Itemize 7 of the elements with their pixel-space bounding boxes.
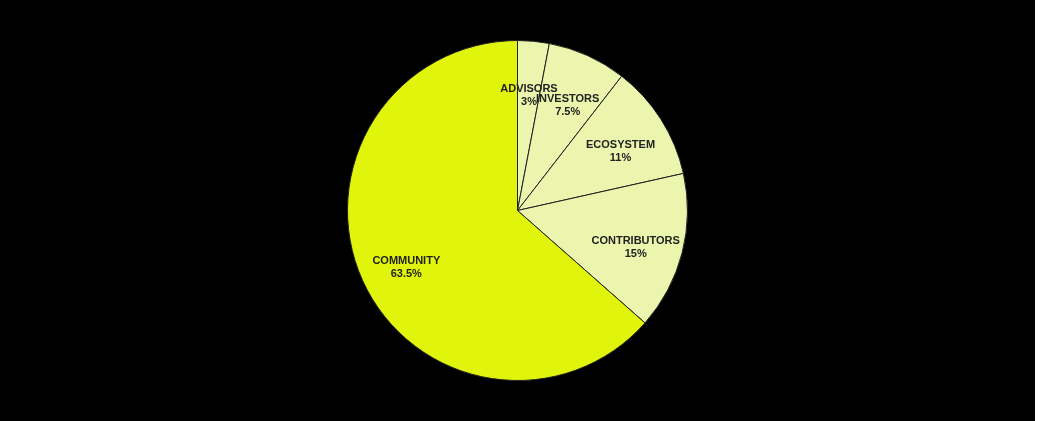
- data-label: 15%: [624, 246, 647, 259]
- data-label: 63.5%: [390, 266, 423, 279]
- slice-label: ECOSYSTEM: [585, 138, 656, 151]
- slice-label: CONTRIBUTORS: [591, 233, 680, 246]
- data-label: 7.5%: [555, 105, 581, 118]
- data-label: 11%: [609, 151, 632, 164]
- slice-label: COMMUNITY: [372, 253, 441, 266]
